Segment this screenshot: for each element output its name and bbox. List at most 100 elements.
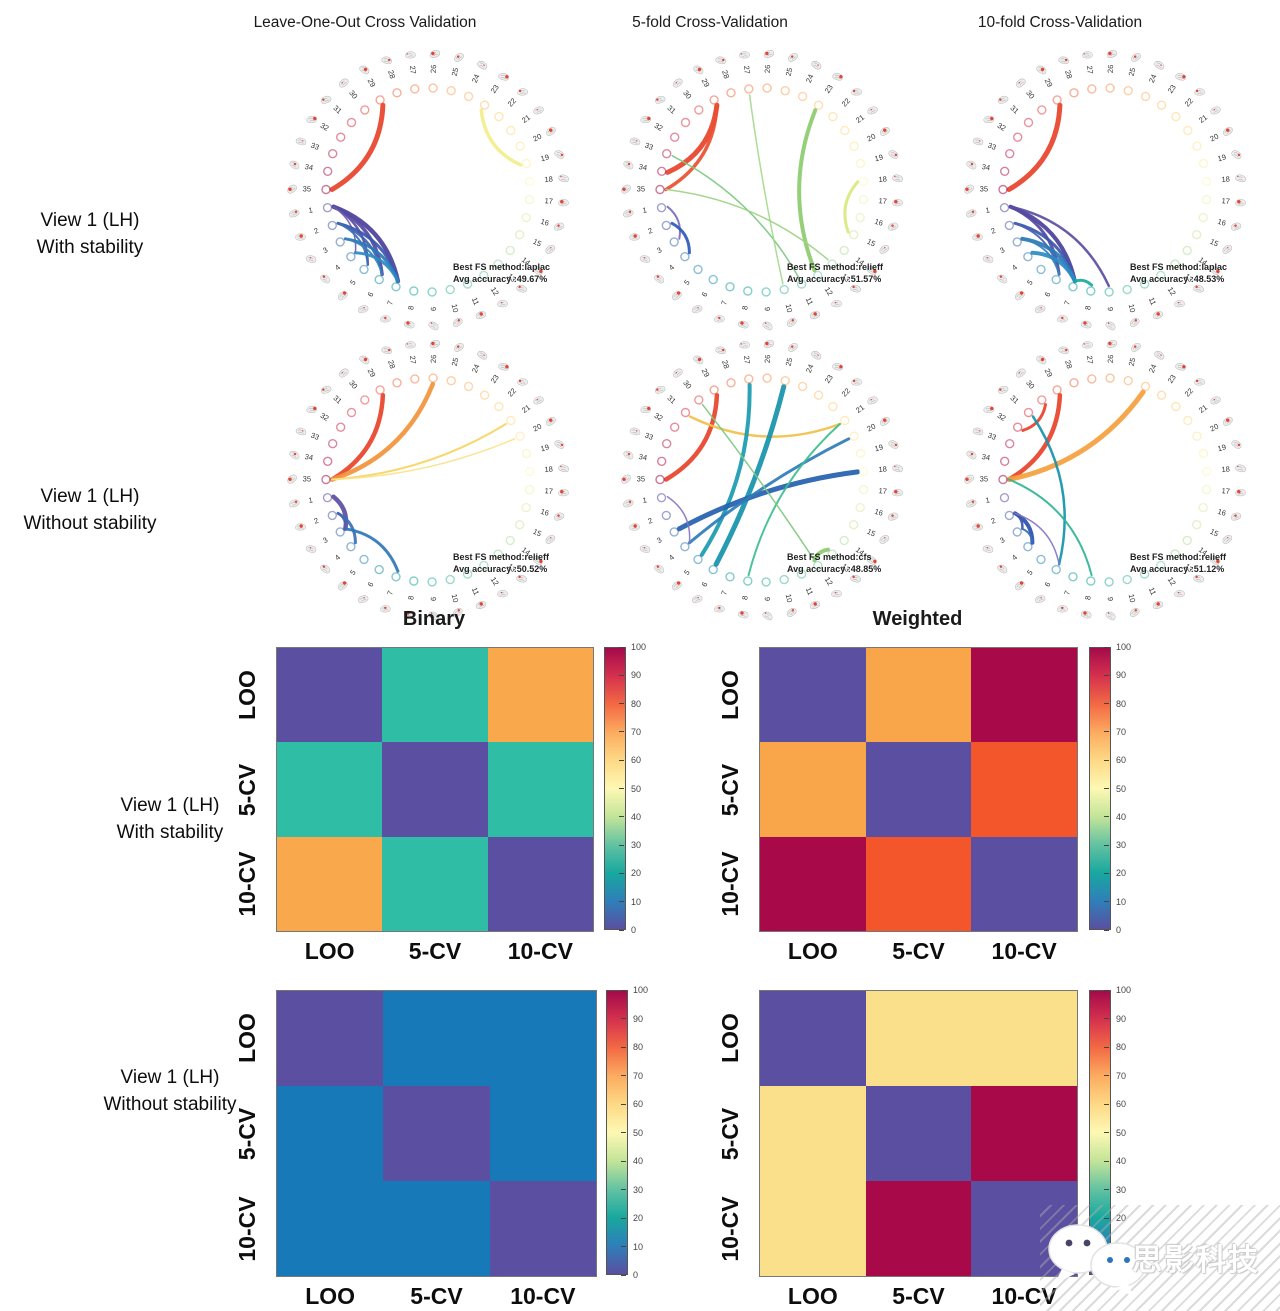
node-ring: [1012, 132, 1023, 142]
brain-icon: [452, 608, 463, 618]
avg-accuracy: Avg accuracy :48.53%: [1130, 273, 1225, 284]
x-axis-label: 10-CV: [510, 1283, 576, 1309]
node-ring: [1156, 560, 1166, 571]
node-ring: [1201, 194, 1212, 205]
node-number-label: 26: [429, 65, 438, 74]
node-ring: [409, 576, 419, 586]
chord-edge: [1006, 389, 1146, 482]
node-ring: [762, 83, 772, 93]
node-ring: [506, 125, 516, 136]
node-ring: [1198, 158, 1209, 169]
node-ring: [1105, 373, 1115, 383]
colorbar-tick-label: 70: [633, 1070, 644, 1081]
node-ring: [375, 95, 385, 105]
node-number-label: 34: [638, 162, 648, 172]
node-ring: [708, 564, 718, 575]
colorbar-tick: [621, 1075, 626, 1076]
brain-icon: [381, 56, 392, 65]
colorbar-tick: [1104, 989, 1109, 991]
heatmap-cell: [971, 836, 1077, 931]
node-number-label: 32: [319, 121, 331, 133]
node-ring: [346, 117, 357, 128]
node-number-label: 26: [429, 355, 438, 364]
node-ring: [661, 510, 672, 521]
node-number-label: 6: [700, 290, 710, 298]
heatmap-weighted-with-stability: LOO LOO 5-CV 5-CV 10-CV 10-CV: [717, 647, 1078, 964]
brain-icon: [1235, 174, 1246, 183]
node-number-label: 8: [406, 595, 415, 600]
node-ring: [1201, 466, 1212, 477]
column-title-10fold: 10-fold Cross-Validation: [977, 14, 1143, 31]
node-ring: [1004, 438, 1015, 449]
node-ring: [762, 373, 772, 383]
node-number-label: 10: [784, 593, 795, 603]
node-number-label: 4: [1010, 553, 1019, 563]
node-ring: [524, 466, 535, 477]
node-number-label: 35: [980, 474, 988, 483]
colorbar-tick: [1104, 901, 1109, 903]
node-number-label: 35: [303, 474, 311, 483]
node-ring: [462, 569, 473, 579]
node-number-label: 29: [1043, 367, 1055, 379]
node-number-label: 11: [1147, 586, 1158, 597]
avg-accuracy: Avg accuracy :48.85%: [787, 563, 882, 574]
colorbar-tick: [621, 1160, 626, 1162]
brain-icon: [739, 341, 750, 349]
circos-plot-10fold-without-stability: 1 2 3 4 5 6 7 8 9 10 11 12 13 14 15 16 17 18 19 20 21 22 23 24 2…: [940, 330, 1270, 630]
watermark: 思影科技: [1040, 1205, 1280, 1311]
heatmap-cell: [277, 648, 383, 743]
node-number-label: 2: [313, 516, 320, 526]
brain-icon: [983, 405, 995, 414]
colorbar-tick: [1104, 1217, 1109, 1219]
node-ring: [743, 286, 753, 296]
brain-icon: [738, 610, 749, 619]
node-number-label: 5: [682, 278, 692, 287]
colorbar-tick-label: 20: [631, 868, 642, 879]
node-ring: [521, 212, 531, 223]
node-number-label: 18: [878, 174, 887, 184]
node-ring: [1052, 95, 1062, 105]
node-number-label: 30: [1024, 379, 1036, 391]
colorbar-tick-label: 100: [1116, 642, 1132, 652]
chord-edge: [676, 469, 861, 532]
node-number-label: 32: [319, 411, 331, 423]
node-number-label: 21: [1197, 113, 1209, 125]
node-number-label: 8: [406, 305, 415, 310]
brain-icon: [972, 523, 983, 531]
chord-edge: [664, 103, 719, 192]
node-number-label: 2: [647, 226, 654, 236]
watermark-text: 思影科技: [1132, 1244, 1260, 1277]
colorbar-tick: [619, 788, 624, 789]
node-ring: [827, 549, 837, 559]
node-number-label: 23: [1166, 373, 1178, 385]
node-ring: [494, 401, 504, 412]
node-ring: [410, 374, 420, 384]
node-number-label: 15: [865, 237, 876, 249]
node-ring: [1104, 577, 1114, 587]
node-ring: [524, 176, 535, 187]
brain-icon: [786, 608, 797, 618]
x-axis-label: 5-CV: [410, 1283, 463, 1309]
node-ring: [515, 141, 525, 151]
node-number-label: 9: [1106, 597, 1115, 602]
brain-icon: [1223, 126, 1233, 137]
node-number-label: 20: [866, 132, 877, 144]
chord-edge: [666, 205, 681, 240]
y-axis-label: 5-CV: [234, 763, 260, 816]
heatmap-cell: [865, 1181, 972, 1276]
brain-icon: [892, 464, 903, 473]
plot-annotation: Best FS method:relieff Avg accuracy :51.…: [787, 262, 927, 285]
heatmap-cell: [277, 1086, 384, 1181]
plot-annotation: Best FS method:relieff Avg accuracy :50.…: [453, 552, 593, 575]
chord-edge: [687, 437, 851, 545]
colorbar-tick: [619, 901, 624, 903]
brain-icon: [982, 255, 994, 263]
colorbar-tick: [621, 1103, 626, 1105]
node-number-label: 18: [878, 464, 887, 474]
node-ring: [1140, 381, 1151, 392]
brain-icon: [892, 174, 903, 183]
colorbar-tick-label: 0: [631, 925, 637, 935]
